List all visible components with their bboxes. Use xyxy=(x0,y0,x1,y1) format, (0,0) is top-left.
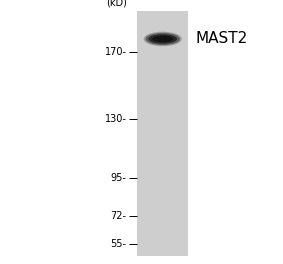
Text: 55-: 55- xyxy=(110,239,127,249)
Bar xyxy=(137,11,188,256)
Ellipse shape xyxy=(152,36,173,42)
Text: 130-: 130- xyxy=(105,114,127,124)
Ellipse shape xyxy=(143,32,182,46)
Text: (kD): (kD) xyxy=(106,0,127,8)
Text: 95-: 95- xyxy=(111,173,127,183)
Ellipse shape xyxy=(145,33,180,45)
Text: 72-: 72- xyxy=(110,211,127,221)
Text: MAST2: MAST2 xyxy=(195,31,248,46)
Text: 170-: 170- xyxy=(104,47,127,57)
Ellipse shape xyxy=(148,34,177,44)
